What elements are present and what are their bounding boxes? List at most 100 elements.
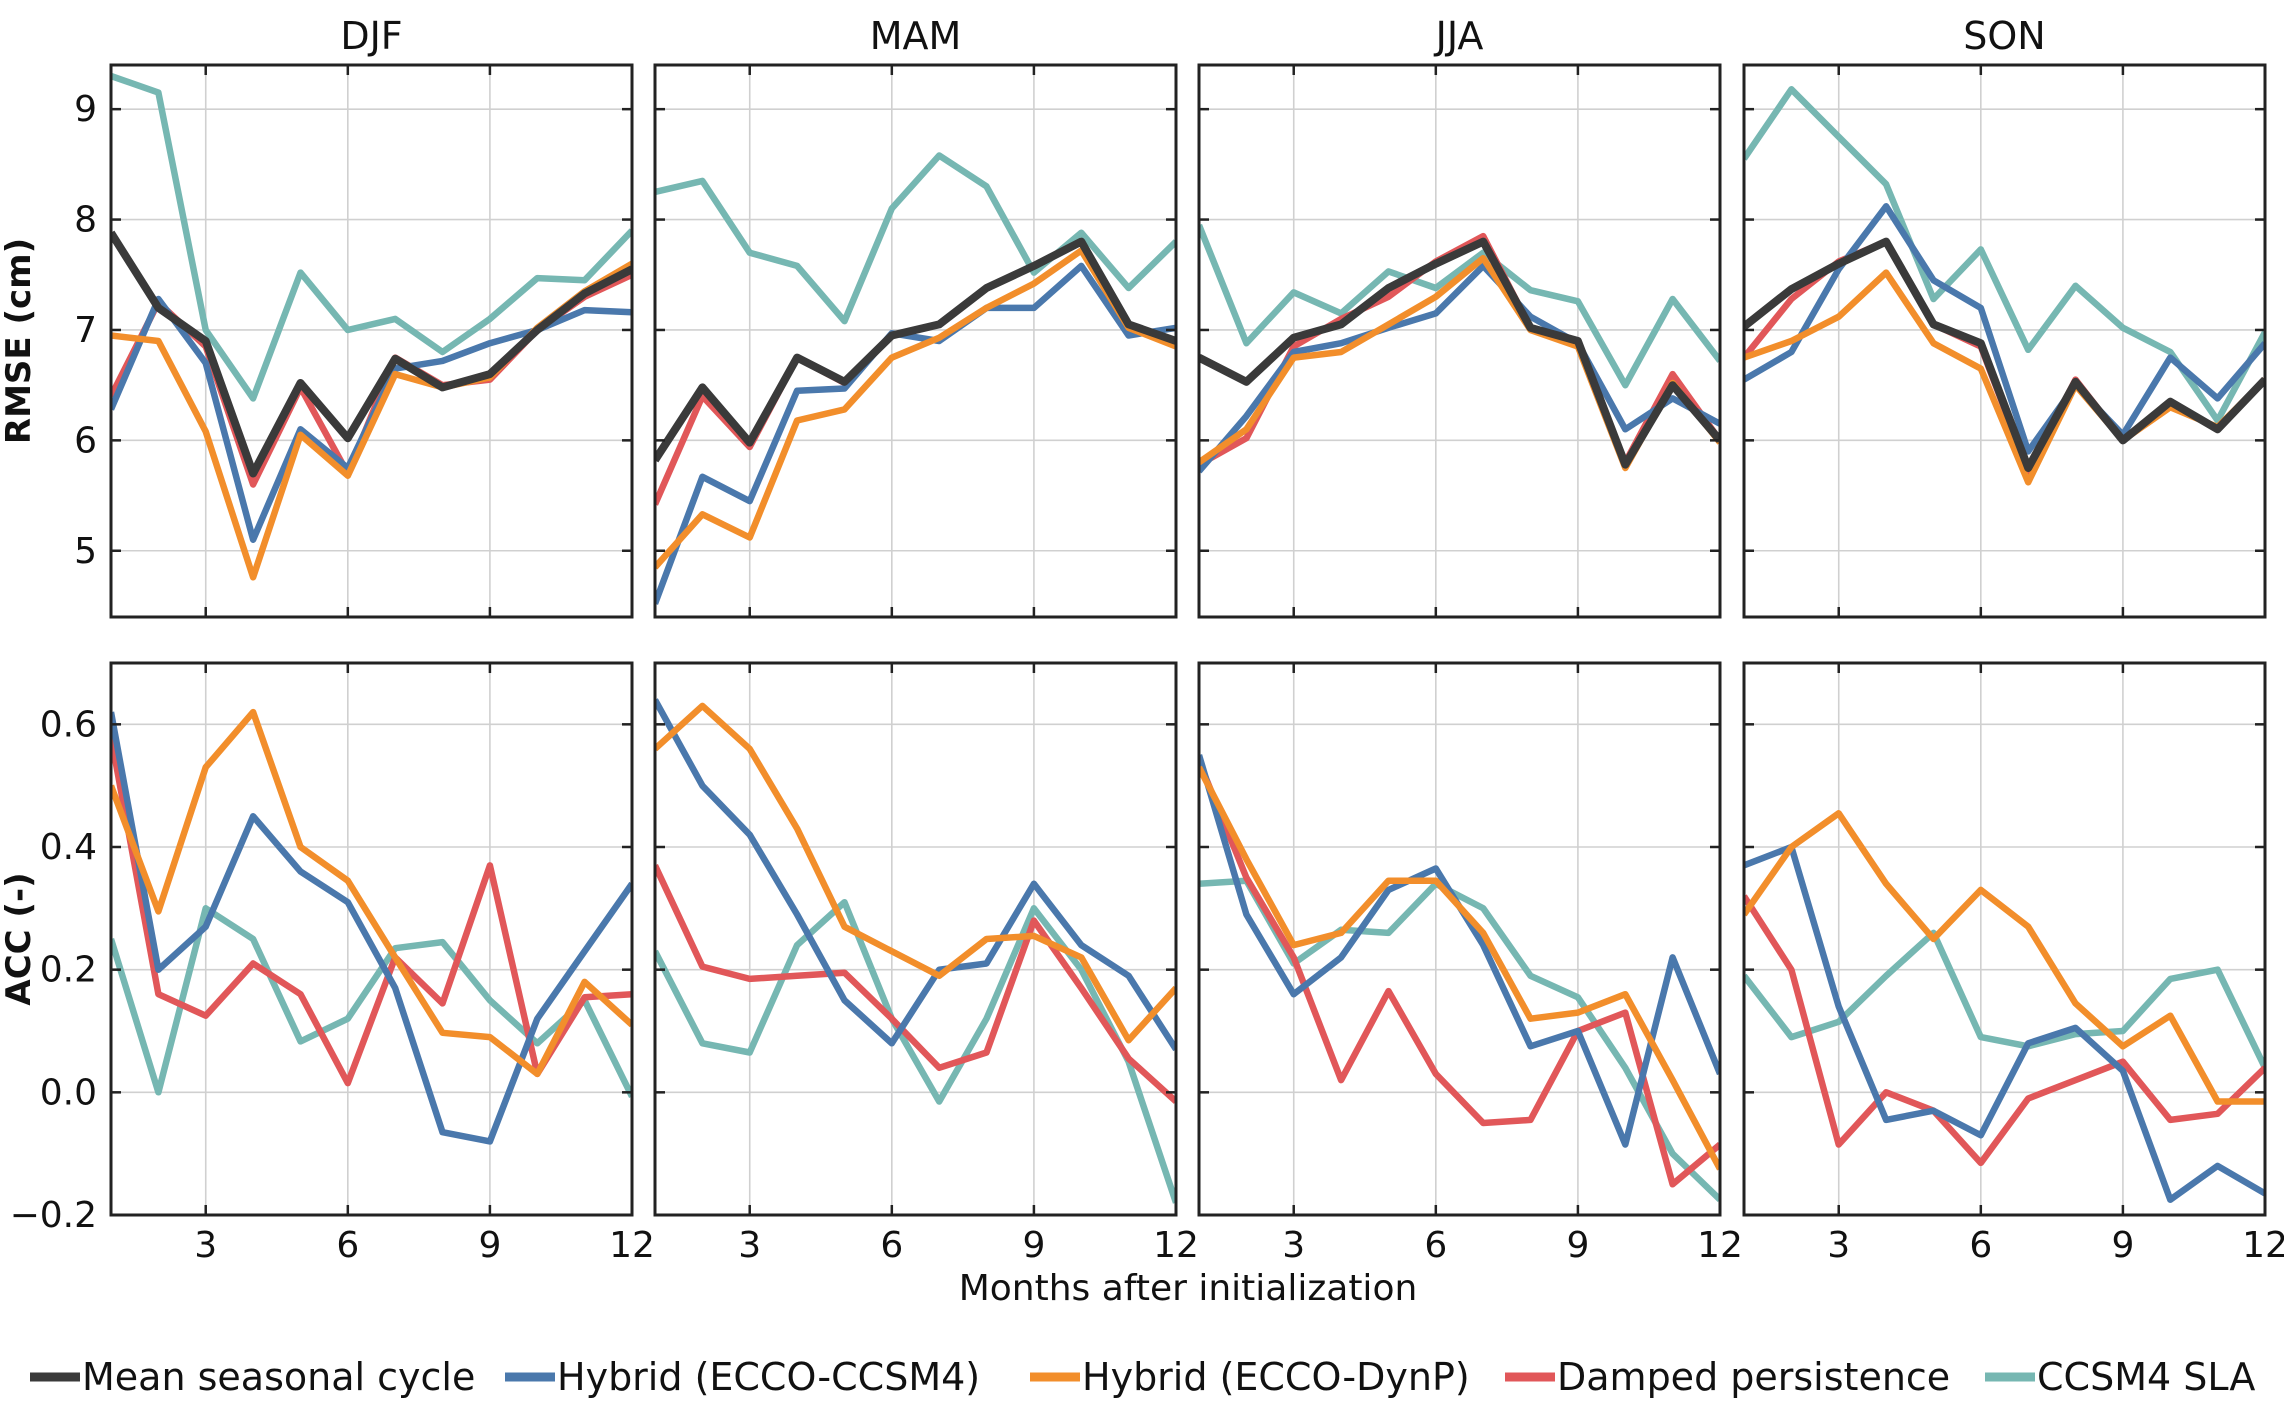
- legend-label: Hybrid (ECCO-CCSM4): [557, 1355, 980, 1399]
- panel-frame: [109, 63, 634, 619]
- y-tick-label: 0.4: [40, 827, 97, 868]
- series-line-damped: [111, 271, 632, 488]
- series-line-ccsm4_sla: [655, 152, 1176, 325]
- panel-title: DJF: [340, 14, 402, 58]
- legend-label: Hybrid (ECCO-DynP): [1082, 1355, 1470, 1399]
- y-tick-label: 0.2: [40, 950, 97, 991]
- panel-title: MAM: [870, 14, 962, 58]
- x-tick-label: 9: [1022, 1225, 1045, 1266]
- series-line-ccsm4_sla: [1744, 929, 2265, 1070]
- series-group: [1199, 754, 1720, 1203]
- x-tick-label: 9: [478, 1225, 501, 1266]
- panel-MAM-1: MAM: [653, 14, 1178, 619]
- series-group: [111, 72, 632, 581]
- legend: Mean seasonal cycle Hybrid (ECCO-CCSM4) Hy…: [30, 1355, 2255, 1399]
- grid: [655, 65, 1176, 617]
- x-tick-label: 12: [2242, 1225, 2284, 1266]
- series-line-hybrid_dynp: [1199, 765, 1720, 1171]
- legend-label: Mean seasonal cycle: [82, 1355, 475, 1399]
- legend-item-hybrid_ccsm4: Hybrid (ECCO-CCSM4): [505, 1355, 980, 1399]
- series-group: [655, 698, 1176, 1204]
- panel-frame: [1197, 63, 1722, 619]
- series-line-ccsm4_sla: [655, 898, 1176, 1204]
- y-tick-label: 9: [74, 89, 97, 130]
- x-tick-label: 6: [1969, 1225, 1992, 1266]
- series-line-mean: [655, 237, 1176, 463]
- panel-frame: [1742, 63, 2267, 619]
- series-line-ccsm4_sla: [1199, 223, 1720, 389]
- x-tick-label: 12: [1153, 1225, 1199, 1266]
- panels: 5 6 7 8 9 DJF RMSE (cm) MAM JJA SON 3 6 9 12 −0.2 0.0 0.…: [0, 14, 2284, 1266]
- series-line-hybrid_ccsm4: [1744, 843, 2265, 1203]
- x-tick-label: 6: [336, 1225, 359, 1266]
- x-tick-label: 12: [609, 1225, 655, 1266]
- series-group: [655, 152, 1176, 605]
- legend-item-hybrid_dynp: Hybrid (ECCO-DynP): [1030, 1355, 1470, 1399]
- series-line-mean: [111, 230, 632, 478]
- x-tick-label: 12: [1697, 1225, 1743, 1266]
- series-line-damped: [1199, 759, 1720, 1188]
- series-line-damped: [655, 864, 1176, 1104]
- panel-frame: [109, 661, 634, 1217]
- series-line-hybrid_dynp: [111, 708, 632, 1078]
- y-axis-label: ACC (-): [0, 872, 39, 1005]
- series-line-hybrid_dynp: [655, 247, 1176, 570]
- panel-title: JJA: [1434, 14, 1484, 58]
- y-tick-label: 0.6: [40, 704, 97, 745]
- series-line-ccsm4_sla: [111, 905, 632, 1099]
- grid: [655, 663, 1176, 1215]
- series-line-hybrid_ccsm4: [1744, 203, 2265, 455]
- legend-label: Damped persistence: [1557, 1355, 1950, 1399]
- y-tick-label: −0.2: [10, 1195, 97, 1236]
- panel-acc-1: 3 6 9 12: [653, 661, 1199, 1266]
- series-line-mean: [1744, 237, 2265, 472]
- y-tick-label: 8: [74, 200, 97, 241]
- series-line-mean: [1199, 237, 1720, 469]
- y-tick-label: 7: [74, 310, 97, 351]
- panel-frame: [653, 661, 1178, 1217]
- series-group: [1744, 86, 2265, 486]
- panel-frame: [1197, 661, 1722, 1217]
- grid: [1199, 65, 1720, 617]
- legend-item-damped: Damped persistence: [1505, 1355, 1950, 1399]
- panel-frame: [1742, 661, 2267, 1217]
- series-line-hybrid_ccsm4: [655, 262, 1176, 605]
- x-tick-label: 3: [1282, 1225, 1305, 1266]
- y-tick-label: 0.0: [40, 1072, 97, 1113]
- panel-acc-3: 3 6 9 12: [1742, 661, 2284, 1266]
- series-line-hybrid_ccsm4: [111, 711, 632, 1145]
- grid: [111, 663, 632, 1215]
- series-group: [1744, 810, 2265, 1203]
- series-line-hybrid_ccsm4: [655, 698, 1176, 1052]
- series-line-ccsm4_sla: [111, 72, 632, 402]
- y-axis-label: RMSE (cm): [0, 238, 39, 444]
- series-line-hybrid_ccsm4: [1199, 754, 1720, 1148]
- panel-title: SON: [1963, 14, 2045, 58]
- x-tick-label: 9: [2111, 1225, 2134, 1266]
- series-line-hybrid_dynp: [1744, 810, 2265, 1105]
- series-line-hybrid_dynp: [111, 260, 632, 581]
- grid: [1744, 65, 2265, 617]
- series-group: [1199, 223, 1720, 474]
- x-tick-label: 6: [1424, 1225, 1447, 1266]
- panel-acc-2: 3 6 9 12: [1197, 661, 1743, 1266]
- x-tick-label: 3: [1827, 1225, 1850, 1266]
- panel-JJA-2: JJA: [1197, 14, 1722, 619]
- panel-DJF-0: 5 6 7 8 9 DJF RMSE (cm): [0, 14, 634, 619]
- x-tick-label: 6: [880, 1225, 903, 1266]
- x-tick-label: 3: [194, 1225, 217, 1266]
- legend-item-ccsm4_sla: CCSM4 SLA: [1985, 1355, 2255, 1399]
- x-tick-label: 3: [738, 1225, 761, 1266]
- series-group: [111, 708, 632, 1145]
- panel-SON-3: SON: [1742, 14, 2267, 619]
- panel-frame: [653, 63, 1178, 619]
- series-line-damped: [1744, 894, 2265, 1167]
- series-line-hybrid_ccsm4: [1199, 262, 1720, 474]
- y-tick-label: 6: [74, 420, 97, 461]
- x-tick-label: 9: [1566, 1225, 1589, 1266]
- x-axis-label: Months after initialization: [959, 1268, 1418, 1309]
- series-line-hybrid_dynp: [655, 702, 1176, 1044]
- y-tick-label: 5: [74, 531, 97, 572]
- legend-label: CCSM4 SLA: [2037, 1355, 2255, 1399]
